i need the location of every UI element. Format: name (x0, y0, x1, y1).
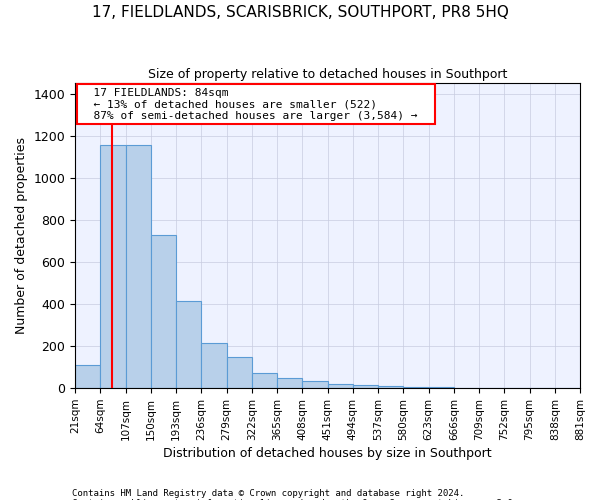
Bar (100, 145, 125, 388)
Bar (353, 385, 378, 388)
Bar (328, 384, 353, 388)
Text: Contains public sector information licensed under the Open Government Licence v3: Contains public sector information licen… (72, 498, 518, 500)
Title: Size of property relative to detached houses in Southport: Size of property relative to detached ho… (148, 68, 507, 80)
Bar (428, 387, 454, 388)
Bar (151, 234, 176, 388)
Bar (125, 145, 151, 388)
Bar (176, 301, 202, 388)
X-axis label: Distribution of detached houses by size in Southport: Distribution of detached houses by size … (163, 447, 492, 460)
Bar (202, 343, 227, 388)
Y-axis label: Number of detached properties: Number of detached properties (15, 137, 28, 334)
Bar (277, 378, 302, 388)
Bar (378, 386, 403, 388)
Bar (75, 365, 100, 388)
Bar (227, 356, 252, 388)
Text: Contains HM Land Registry data © Crown copyright and database right 2024.: Contains HM Land Registry data © Crown c… (72, 488, 464, 498)
Bar (302, 382, 328, 388)
Bar (252, 373, 277, 388)
Text: 17 FIELDLANDS: 84sqm  
  ← 13% of detached houses are smaller (522)  
  87% of s: 17 FIELDLANDS: 84sqm ← 13% of detached h… (80, 88, 431, 121)
Text: 17, FIELDLANDS, SCARISBRICK, SOUTHPORT, PR8 5HQ: 17, FIELDLANDS, SCARISBRICK, SOUTHPORT, … (92, 5, 508, 20)
Bar (403, 386, 428, 388)
